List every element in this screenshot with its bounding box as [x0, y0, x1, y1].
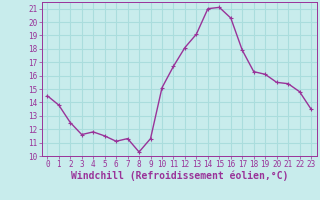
X-axis label: Windchill (Refroidissement éolien,°C): Windchill (Refroidissement éolien,°C) [70, 171, 288, 181]
